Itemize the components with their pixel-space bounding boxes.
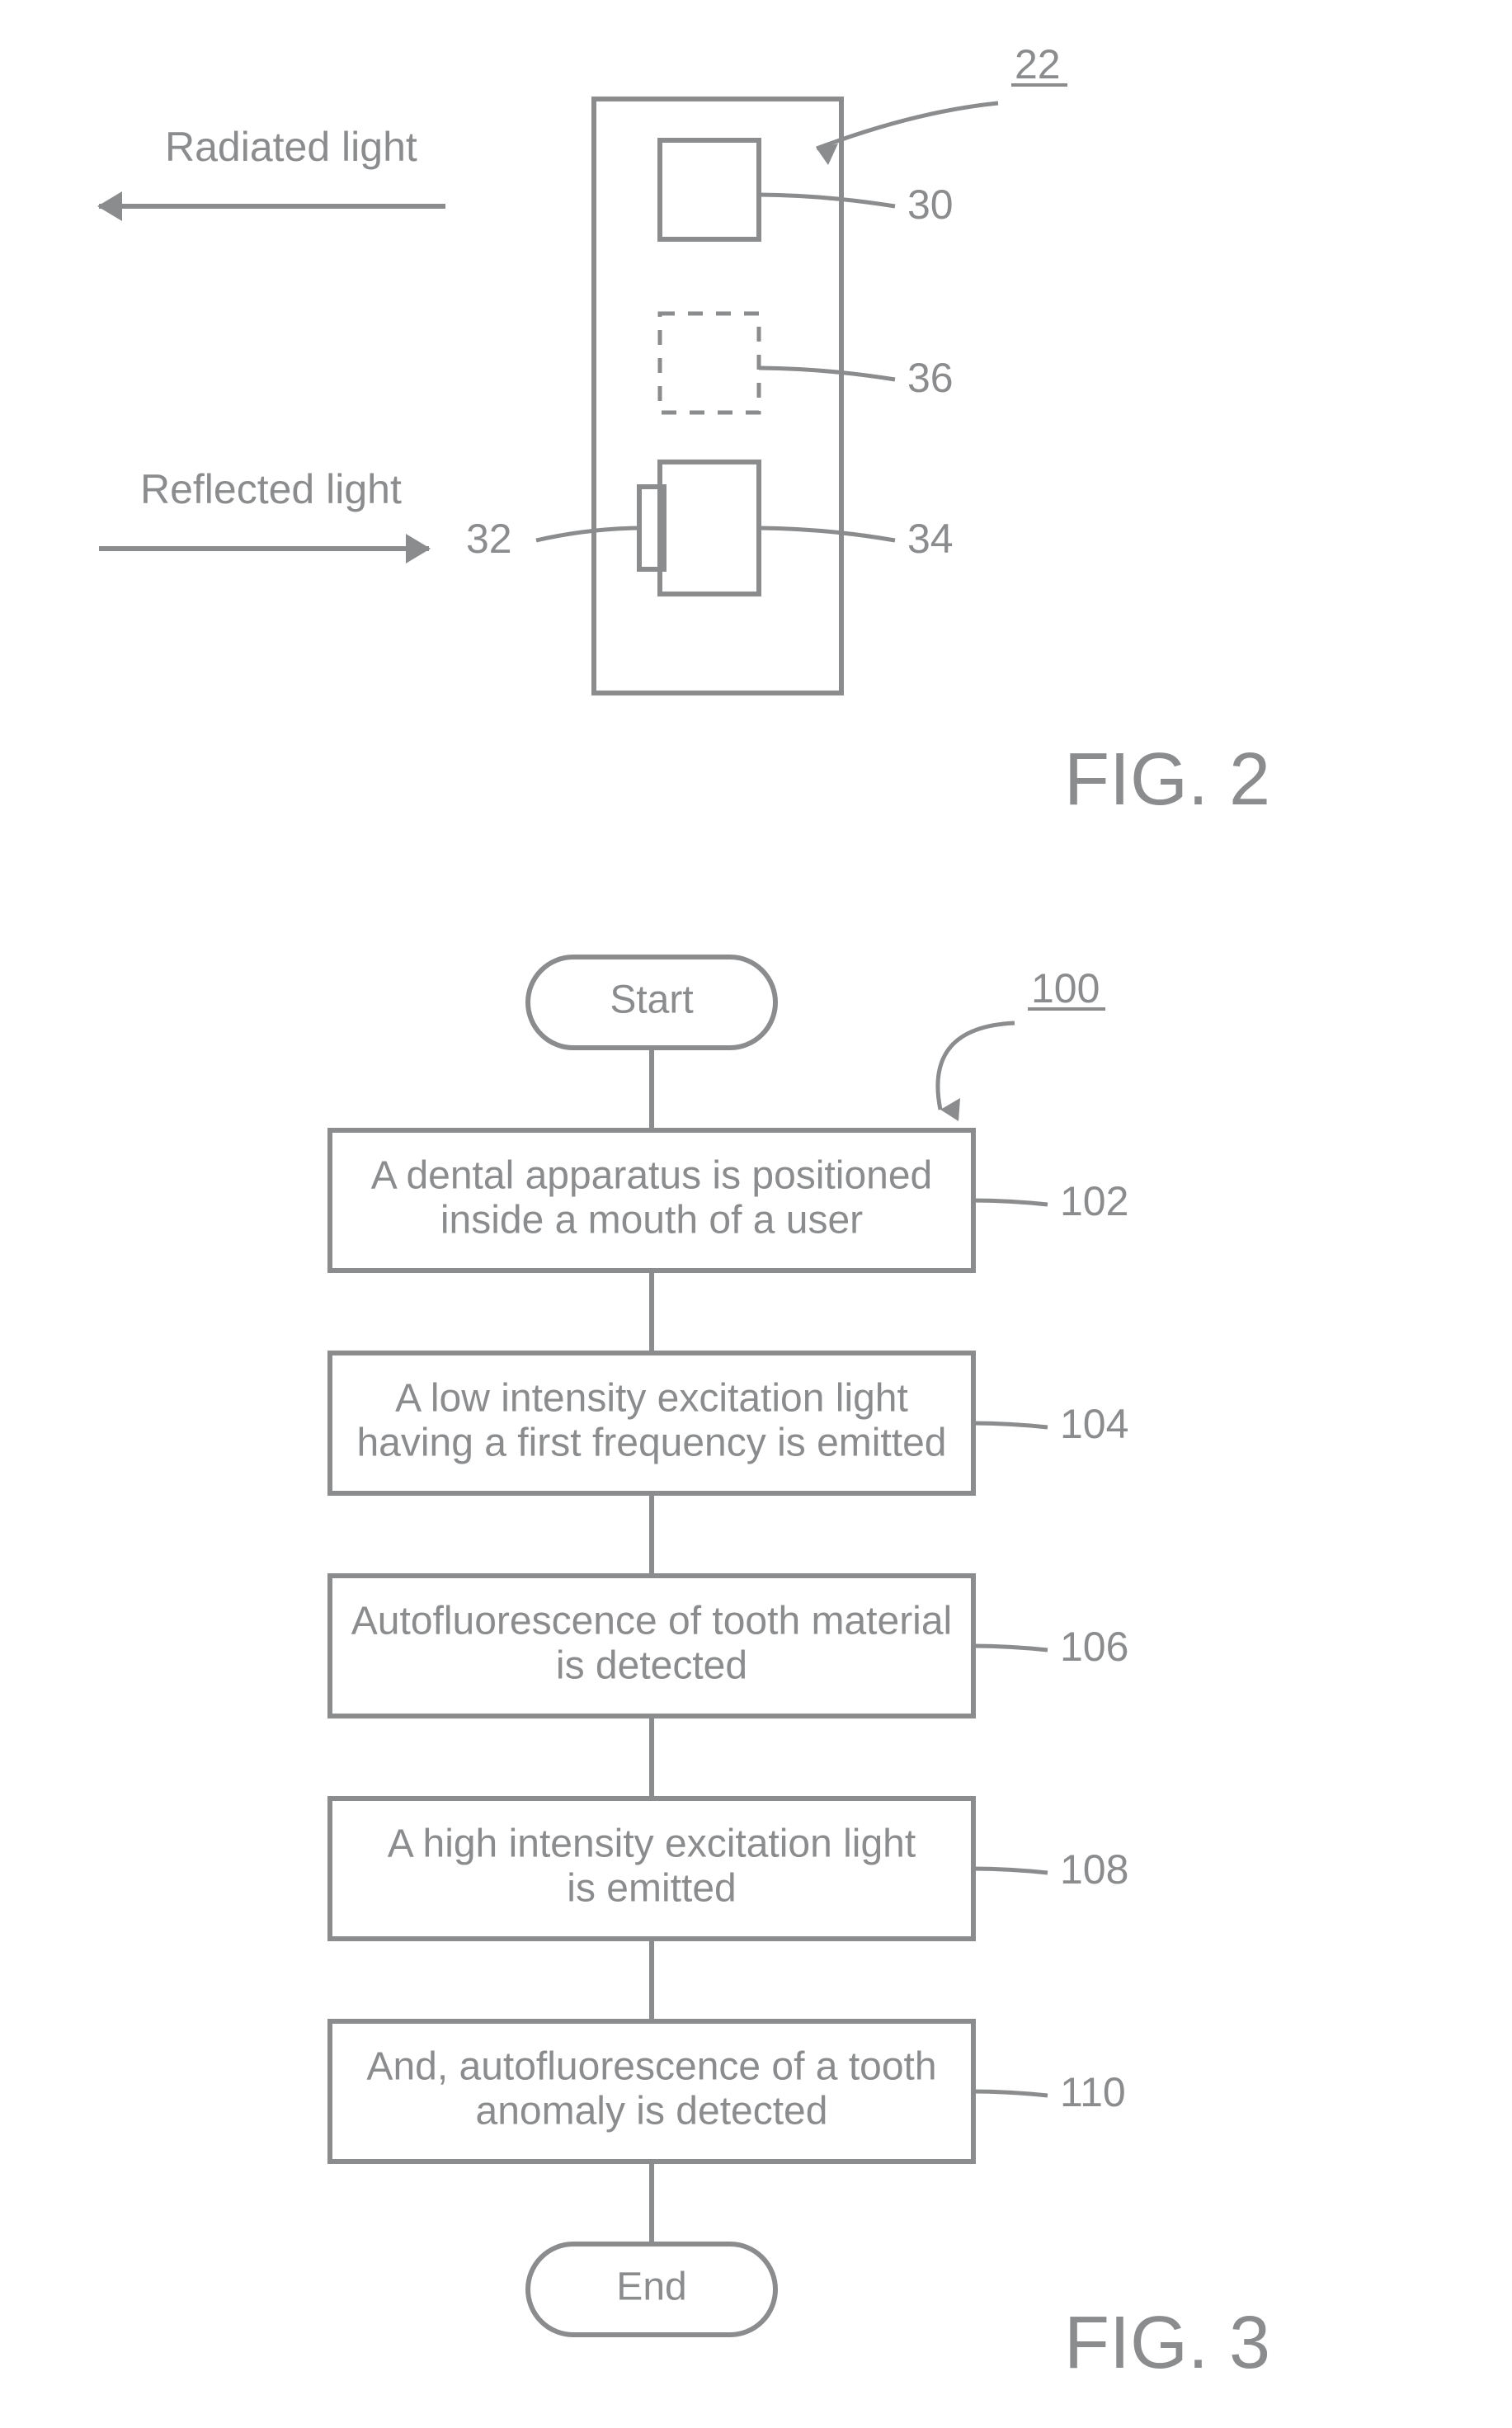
- fig2-leader-36: [759, 368, 895, 380]
- fig2-caption: FIG. 2: [1064, 738, 1270, 821]
- fig3-step-104-ref: 104: [1060, 1401, 1128, 1447]
- fig2-ref-22-text: 22: [1015, 41, 1061, 87]
- fig3-step-108-ref: 108: [1060, 1846, 1128, 1893]
- fig3-step-110-leader: [973, 2091, 1048, 2096]
- fig3-step-108-line-0: A high intensity excitation light: [388, 1822, 916, 1866]
- fig2-radiated-label: Radiated light: [165, 124, 417, 170]
- fig3-step-102-leader: [973, 1200, 1048, 1205]
- fig2-ref-32: 32: [466, 516, 512, 562]
- fig3-step-102-line-0: A dental apparatus is positioned: [371, 1154, 932, 1198]
- fig3-step-104-leader: [973, 1423, 1048, 1427]
- fig2-leader-34: [759, 528, 895, 540]
- fig3-step-110-line-1: anomaly is detected: [476, 2090, 828, 2133]
- fig2-box-30: [660, 140, 759, 239]
- fig3-ref-100-arrowhead: [940, 1098, 960, 1121]
- fig3-step-108-line-1: is emitted: [567, 1867, 736, 1911]
- fig3-end-label: End: [616, 2265, 686, 2309]
- fig2-ref-36: 36: [907, 355, 954, 401]
- fig3-step-104-line-0: A low intensity excitation light: [395, 1377, 908, 1421]
- fig3-step-102-ref: 102: [1060, 1178, 1128, 1224]
- fig3-step-106-ref: 106: [1060, 1624, 1128, 1670]
- fig3-step-110-ref: 110: [1060, 2069, 1126, 2115]
- fig3-step-110-line-0: And, autofluorescence of a tooth: [366, 2045, 936, 2089]
- fig3-step-106-line-1: is detected: [556, 1644, 747, 1688]
- fig2-ref-34: 34: [907, 516, 954, 562]
- fig2-reflected-arrowhead: [406, 534, 431, 563]
- fig2-reflected-label: Reflected light: [140, 466, 402, 512]
- fig2-housing: [594, 99, 841, 693]
- fig3-ref-100-text: 100: [1031, 965, 1100, 1011]
- fig3-step-108-leader: [973, 1869, 1048, 1873]
- fig3-step-102-line-1: inside a mouth of a user: [440, 1199, 863, 1242]
- fig3-start-label: Start: [610, 978, 693, 1022]
- fig2-leader-30: [759, 195, 895, 206]
- fig2-leader-32: [536, 528, 639, 540]
- fig3-caption: FIG. 3: [1064, 2302, 1270, 2384]
- fig2-box-34: [660, 462, 759, 594]
- fig3-step-104-line-1: having a first frequency is emitted: [356, 1421, 946, 1465]
- fig3-step-106-leader: [973, 1646, 1048, 1650]
- fig3-step-106-line-0: Autofluorescence of tooth material: [351, 1600, 952, 1643]
- fig2-box-36: [660, 314, 759, 413]
- fig2-radiated-arrowhead: [97, 191, 122, 221]
- fig3-ref-100-leader: [938, 1023, 1015, 1110]
- fig2-ref-30: 30: [907, 182, 954, 228]
